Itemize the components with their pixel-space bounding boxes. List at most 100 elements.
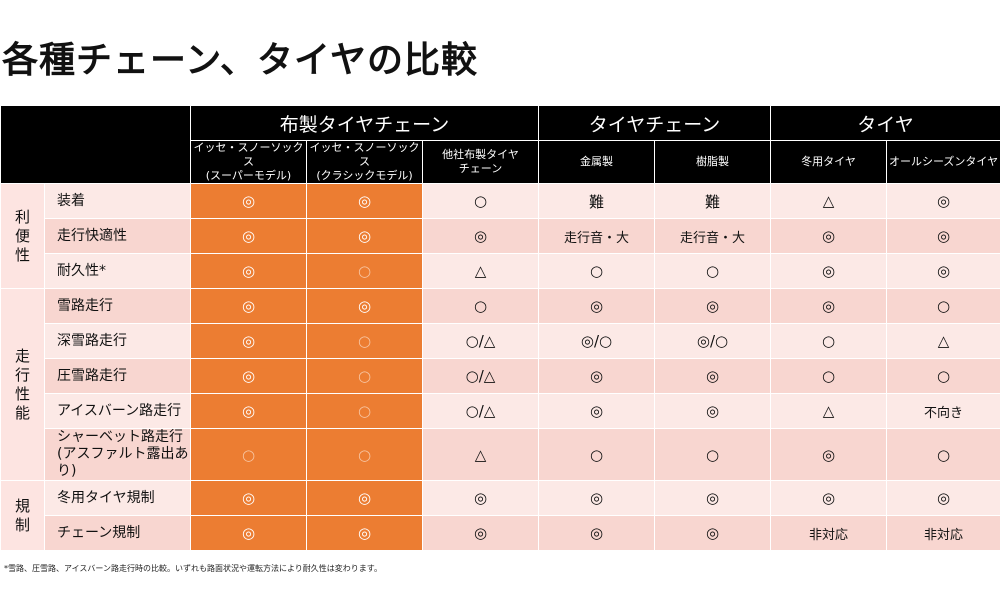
- rating-cell: ◎: [422, 480, 539, 516]
- rating-cell: ◎: [886, 253, 1000, 289]
- category-text: 利便性: [14, 207, 30, 264]
- rating-cell: ◎: [653, 288, 772, 324]
- table-row: 圧雪路走行 ◎ ○ ○/△ ◎ ◎ ○ ○: [1, 358, 1000, 394]
- rating-cell: ◎: [770, 253, 888, 289]
- row-label: シャーベット路走行 (アスファルト露出あり): [44, 428, 191, 481]
- rating-cell: ◎/○: [653, 323, 772, 359]
- row-label: 耐久性*: [44, 253, 191, 289]
- rating-cell: ○: [886, 288, 1000, 324]
- page-title: 各種チェーン、タイヤの比較: [2, 40, 478, 81]
- rating-cell: ○: [422, 288, 539, 324]
- rating-cell: ◎: [306, 218, 423, 254]
- rating-cell: ◎: [886, 218, 1000, 254]
- table-body: 利便性 装着 ◎ ◎ ○ 難難 △ ◎ 走行快適性 ◎ ◎ ◎ 走行音・大 走行音・大 ◎ ◎ 耐久性* ◎ ○ △ ○…: [0, 183, 1000, 551]
- group-header: タイヤ: [770, 105, 1000, 141]
- rating-cell: 走行音・大: [538, 218, 655, 254]
- table-row: 規制 冬用タイヤ規制 ◎ ◎ ◎ ◎ ◎ ◎ ◎: [0, 480, 1000, 551]
- rating-cell: ○: [306, 358, 423, 394]
- rating-cell: ◎: [538, 288, 655, 324]
- rating-cell: ◎: [306, 183, 423, 219]
- table-row: アイスバーン路走行 ◎ ○ ○/△ ◎ ◎ △ 不向き: [1, 393, 1000, 429]
- rating-cell: ○: [422, 183, 539, 219]
- table-row: 耐久性* ◎ ○ △ ○ ○ ◎ ◎: [1, 253, 1000, 289]
- rating-cell: ○: [538, 253, 655, 289]
- rating-cell: ◎: [538, 393, 655, 429]
- rating-cell: ○: [886, 428, 1000, 481]
- rating-cell: △: [422, 428, 539, 481]
- column-header: イッセ・スノーソックス (クラシックモデル): [306, 140, 423, 184]
- rating-cell: ○: [190, 428, 307, 481]
- corner-header: [0, 105, 191, 184]
- rating-cell: ◎: [190, 253, 307, 289]
- table-row: 利便性 装着 ◎ ◎ ○ 難難 △ ◎: [0, 183, 1000, 289]
- rating-cell: △: [422, 253, 539, 289]
- rating-cell: ◎: [306, 515, 423, 551]
- rating-cell: 非対応: [886, 515, 1000, 551]
- group-header: タイヤチェーン: [537, 105, 772, 141]
- rating-cell: ◎: [190, 480, 307, 516]
- rating-cell: ◎: [190, 358, 307, 394]
- footnote: *雪路、圧雪路、アイスバーン路走行時の比較。いずれも路面状況や運転方法により耐久…: [4, 564, 382, 573]
- rating-cell: 難: [538, 183, 655, 219]
- rating-cell: ○/△: [422, 393, 539, 429]
- rating-cell: 非対応: [770, 515, 888, 551]
- rating-cell: ○: [770, 358, 888, 394]
- comparison-table: 布製タイヤチェーン タイヤチェーン タイヤ イッセ・スノーソックス (スーパーモ…: [0, 105, 1000, 551]
- category-label: 走行性能: [0, 288, 45, 481]
- column-header: 他社布製タイヤ チェーン: [422, 140, 539, 184]
- row-label: アイスバーン路走行: [44, 393, 191, 429]
- rating-cell: △: [770, 183, 888, 219]
- category-label: 規制: [0, 480, 45, 551]
- column-header: 金属製: [538, 140, 655, 184]
- rating-cell: ○: [306, 323, 423, 359]
- rating-cell: 走行音・大: [653, 218, 772, 254]
- rating-cell: ◎: [653, 358, 772, 394]
- rating-cell: ○: [770, 323, 888, 359]
- group-header: 布製タイヤチェーン: [190, 105, 539, 141]
- rating-cell: ◎: [306, 480, 423, 516]
- rating-cell: ◎: [653, 480, 772, 516]
- rating-cell: ○: [653, 428, 772, 481]
- rating-cell: ◎: [306, 288, 423, 324]
- rating-cell: ○/△: [422, 358, 539, 394]
- rating-cell: ◎: [770, 218, 888, 254]
- column-header: イッセ・スノーソックス (スーパーモデル): [190, 140, 307, 184]
- table-row: チェーン規制 ◎ ◎ ◎ ◎ ◎ 非対応 非対応: [1, 515, 1000, 551]
- rating-cell: ○: [306, 253, 423, 289]
- rating-cell: ◎: [190, 288, 307, 324]
- rating-cell: ◎: [538, 358, 655, 394]
- rating-cell: △: [886, 323, 1000, 359]
- rating-cell: ◎: [190, 323, 307, 359]
- column-header: 冬用タイヤ: [770, 140, 888, 184]
- row-label: チェーン規制: [44, 515, 191, 551]
- rating-cell: ○: [538, 428, 655, 481]
- category-text: 走行性能: [14, 346, 30, 422]
- category-label: 利便性: [0, 183, 45, 289]
- table-row: シャーベット路走行 (アスファルト露出あり) ○ ○ △ ○ ○ ◎ ○: [1, 428, 1000, 481]
- rating-cell: ◎: [770, 428, 888, 481]
- row-label: 冬用タイヤ規制: [44, 480, 191, 516]
- rating-cell: ◎: [190, 393, 307, 429]
- rating-cell: ◎: [538, 515, 655, 551]
- rating-cell: ◎: [886, 183, 1000, 219]
- row-label: 走行快適性: [44, 218, 191, 254]
- rating-cell: ◎: [538, 480, 655, 516]
- rating-cell: ◎: [422, 515, 539, 551]
- row-label: 深雪路走行: [44, 323, 191, 359]
- rating-cell: ◎: [422, 218, 539, 254]
- rating-cell: ◎: [653, 515, 772, 551]
- row-label: 装着: [44, 183, 191, 219]
- rating-cell: ◎: [190, 515, 307, 551]
- rating-cell: ◎: [770, 480, 888, 516]
- rating-cell: ◎: [190, 218, 307, 254]
- rating-cell: 不向き: [886, 393, 1000, 429]
- rating-cell: ◎/○: [538, 323, 655, 359]
- column-header: 樹脂製: [653, 140, 772, 184]
- rating-cell: ○: [306, 393, 423, 429]
- rating-cell: ○/△: [422, 323, 539, 359]
- rating-cell: △: [770, 393, 888, 429]
- rating-cell: 難: [653, 183, 772, 219]
- table-row: 深雪路走行 ◎ ○ ○/△ ◎/○ ◎/○ ○ △: [1, 323, 1000, 359]
- rating-cell: ○: [886, 358, 1000, 394]
- row-label: 圧雪路走行: [44, 358, 191, 394]
